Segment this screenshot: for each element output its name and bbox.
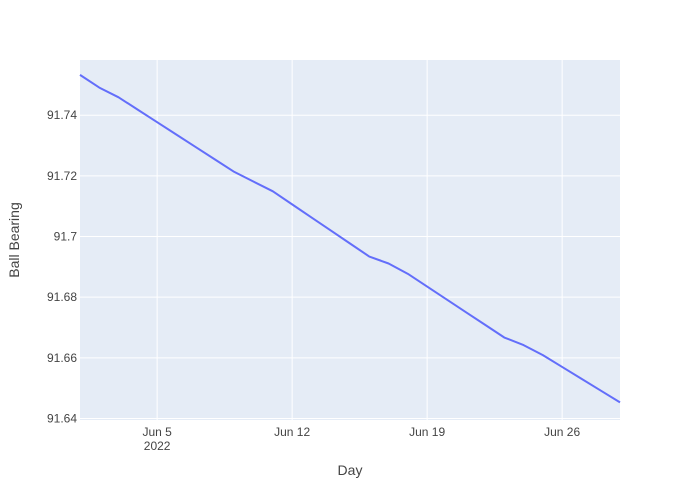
x-tick-label: Jun 26	[544, 425, 580, 439]
x-tick-label: Jun 5	[142, 425, 172, 439]
y-tick-label: 91.72	[47, 169, 77, 183]
y-tick-labels: 91.64 91.66 91.68 91.7 91.72 91.74	[47, 108, 77, 425]
x-gridlines	[156, 60, 563, 420]
y-axis-title: Ball Bearing	[6, 202, 22, 278]
plot-background	[80, 60, 620, 420]
y-tick-label: 91.7	[54, 230, 78, 244]
y-gridlines	[80, 114, 620, 419]
x-tick-sublabel: 2022	[144, 439, 171, 453]
series-line	[79, 74, 621, 404]
y-tick-label: 91.64	[47, 411, 77, 425]
y-tick-label: 91.74	[47, 108, 77, 122]
x-tick-label: Jun 12	[274, 425, 310, 439]
y-tick-label: 91.66	[47, 351, 77, 365]
x-tick-label: Jun 19	[409, 425, 445, 439]
x-axis-title: Day	[338, 462, 363, 478]
y-tick-label: 91.68	[47, 290, 77, 304]
series-layer	[79, 74, 621, 404]
